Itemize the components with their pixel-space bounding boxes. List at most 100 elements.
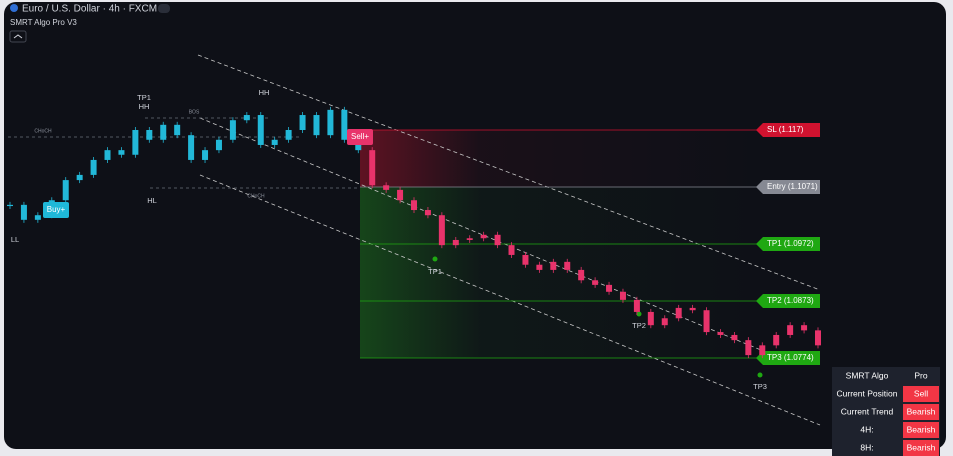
candle <box>341 109 348 140</box>
drawings <box>8 54 821 426</box>
candle <box>480 234 487 239</box>
buy-label: Buy+ <box>47 205 66 214</box>
table-cell: Current Position <box>837 388 898 398</box>
level-tag <box>756 294 820 308</box>
table-cell: Bearish <box>907 442 936 452</box>
candle <box>174 124 181 136</box>
candle <box>801 325 808 331</box>
candle <box>745 340 752 356</box>
candle <box>703 310 710 333</box>
table-cell: Pro <box>914 370 928 380</box>
candle <box>369 150 376 186</box>
candle <box>160 124 167 140</box>
table-cell-highlight <box>903 404 939 420</box>
candle <box>202 150 209 160</box>
candle <box>522 254 529 265</box>
level-tag <box>756 123 820 137</box>
symbol-title: Euro / U.S. Dollar · 4h · FXCM <box>22 4 157 15</box>
info-table: SMRT Algo Pro Current Position Sell Current … <box>832 367 940 456</box>
candle <box>188 135 195 160</box>
level-label: TP1 (1.0972) <box>767 239 814 248</box>
candle <box>452 239 459 246</box>
candle <box>619 291 626 300</box>
annotation: HH <box>259 88 270 97</box>
channel-upper <box>197 54 821 291</box>
level-tag <box>756 351 820 365</box>
level-label: SL (1.117) <box>767 125 804 134</box>
level-label: Entry (1.1071) <box>767 182 818 191</box>
candle <box>592 280 599 285</box>
candle <box>731 334 738 341</box>
tp-dot <box>757 372 763 378</box>
toggle-icon <box>13 34 23 39</box>
candle <box>675 307 682 319</box>
level-tag <box>756 237 820 251</box>
sell-label: Sell+ <box>351 132 369 141</box>
candle <box>229 120 236 140</box>
candles: SL (1.117) Entry (1.1071) TP1 (1.0972) TP2 … <box>7 106 821 365</box>
toggle-button[interactable] <box>9 30 27 43</box>
annotation: HH <box>139 102 150 111</box>
annotation: CHoCH <box>247 193 265 199</box>
candle <box>257 115 264 145</box>
table-cell: 4H: <box>860 424 873 434</box>
candle <box>759 345 766 356</box>
candle <box>62 180 69 201</box>
candle <box>633 299 640 312</box>
tp-dot <box>432 256 438 262</box>
level-tag <box>756 180 820 194</box>
candle <box>299 115 306 130</box>
target-zone <box>360 187 760 358</box>
level-label: TP2 (1.0873) <box>767 296 814 305</box>
channel-mid <box>199 117 791 363</box>
annotation: TP1 <box>137 93 151 102</box>
candle <box>76 174 83 181</box>
candle <box>647 311 654 326</box>
table-cell: Current Trend <box>841 406 894 416</box>
candle <box>689 307 696 311</box>
sell-signal <box>347 129 373 145</box>
indicator-name: SMRT Algo Pro V3 <box>10 18 77 27</box>
candle <box>397 189 404 201</box>
candle <box>717 332 724 335</box>
annotation: TP3 <box>753 382 767 391</box>
candle <box>564 261 571 270</box>
candle <box>243 115 250 121</box>
candle <box>327 109 334 136</box>
table-cell-highlight <box>903 422 939 438</box>
stop-zone <box>360 130 760 187</box>
candle <box>271 139 278 145</box>
candle <box>146 130 153 140</box>
candle <box>90 159 97 175</box>
annotation: HL <box>147 196 157 205</box>
table-cell-highlight <box>903 386 939 402</box>
buy-signal <box>43 202 69 218</box>
candle <box>7 204 13 207</box>
candle <box>383 185 390 190</box>
candle <box>34 215 41 220</box>
table-cell: 8H: <box>860 442 873 452</box>
candle <box>285 130 292 140</box>
candle <box>313 115 320 136</box>
candle <box>815 330 821 346</box>
symbol-icon <box>10 4 18 12</box>
candle <box>118 150 125 155</box>
table-cell: SMRT Algo <box>846 370 889 380</box>
candle <box>787 325 794 335</box>
collapse-button[interactable] <box>158 4 170 13</box>
annotation: LL <box>11 235 19 244</box>
candle <box>550 261 557 270</box>
level-label: TP3 (1.0774) <box>767 353 814 362</box>
candle <box>215 139 222 151</box>
table-cell: Bearish <box>907 424 936 434</box>
candle <box>411 200 417 211</box>
tp-dot <box>636 311 642 317</box>
candle <box>438 215 445 246</box>
candle <box>494 234 501 246</box>
annotation: TP1 <box>428 267 442 276</box>
candle <box>424 210 431 216</box>
candle <box>661 318 668 326</box>
candle <box>508 245 515 255</box>
